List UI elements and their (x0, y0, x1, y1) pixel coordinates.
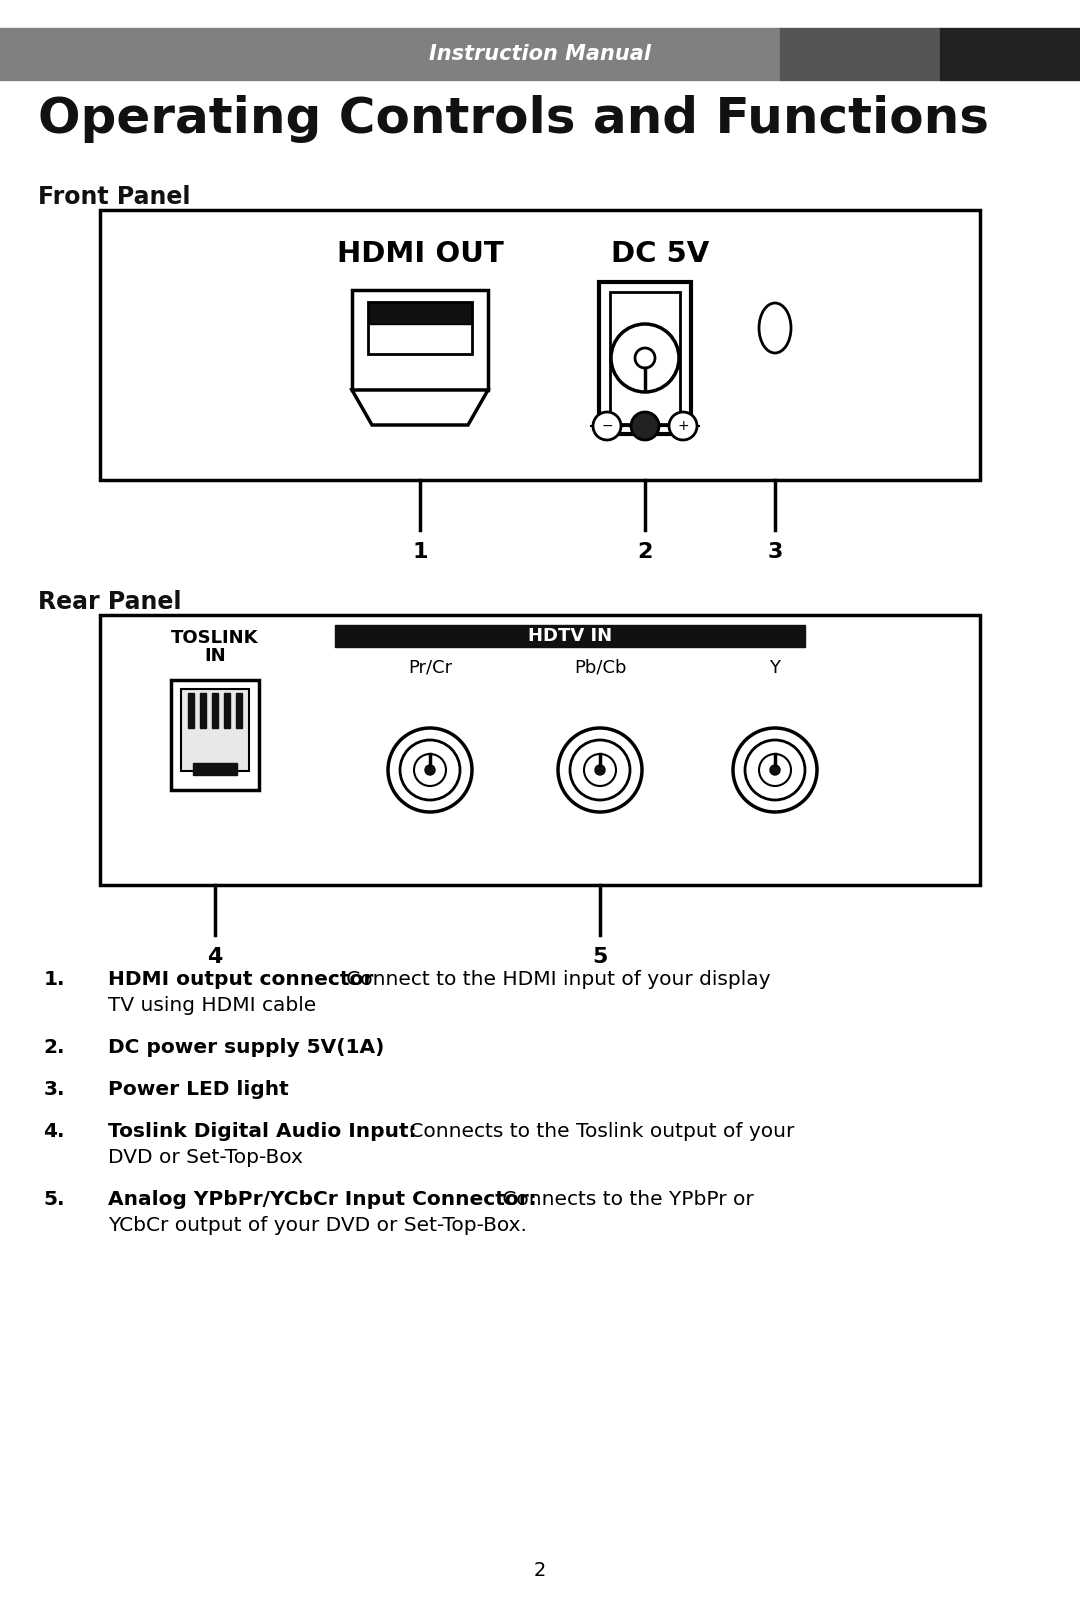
Text: Y: Y (769, 659, 781, 677)
Text: Pr/Cr: Pr/Cr (408, 659, 453, 677)
Text: DVD or Set-Top-Box: DVD or Set-Top-Box (108, 1149, 302, 1166)
Text: Rear Panel: Rear Panel (38, 590, 181, 614)
Text: TOSLINK: TOSLINK (172, 629, 259, 646)
Circle shape (593, 411, 621, 441)
Circle shape (558, 727, 642, 812)
Circle shape (388, 727, 472, 812)
Bar (0, 28, 780, 79)
Bar (212, 693, 218, 727)
Text: HDMI output connector: HDMI output connector (108, 970, 374, 988)
Text: HDTV IN: HDTV IN (528, 627, 612, 645)
Circle shape (733, 727, 816, 812)
Text: : Connect to the HDMI input of your display: : Connect to the HDMI input of your disp… (333, 970, 770, 988)
Circle shape (631, 411, 659, 441)
Text: TV using HDMI cable: TV using HDMI cable (108, 996, 316, 1016)
Text: Connects to the Toslink output of your: Connects to the Toslink output of your (403, 1123, 795, 1140)
Circle shape (400, 740, 460, 800)
Text: Power LED light: Power LED light (108, 1081, 288, 1098)
Text: 5: 5 (592, 948, 608, 967)
Circle shape (414, 753, 446, 786)
Text: Pb/Cb: Pb/Cb (573, 659, 626, 677)
Bar (599, 282, 691, 434)
Text: 2.: 2. (43, 1038, 65, 1056)
Text: Operating Controls and Functions: Operating Controls and Functions (38, 96, 989, 143)
Bar (188, 693, 194, 727)
Bar (940, 28, 1080, 79)
Bar (224, 693, 230, 727)
Text: 2: 2 (637, 543, 652, 562)
Text: 1.: 1. (43, 970, 65, 988)
Text: Analog YPbPr/YCbCr Input Connector:: Analog YPbPr/YCbCr Input Connector: (108, 1191, 537, 1209)
Bar (171, 680, 259, 791)
Circle shape (570, 740, 630, 800)
Bar (780, 28, 940, 79)
Bar (100, 616, 980, 885)
Circle shape (770, 765, 780, 774)
Text: Toslink Digital Audio Input:: Toslink Digital Audio Input: (108, 1123, 417, 1140)
Bar (237, 693, 242, 727)
Text: YCbCr output of your DVD or Set-Top-Box.: YCbCr output of your DVD or Set-Top-Box. (108, 1217, 527, 1234)
Text: HDMI OUT: HDMI OUT (337, 240, 503, 267)
Circle shape (635, 348, 654, 368)
Text: 2: 2 (534, 1562, 546, 1579)
Text: +: + (677, 420, 689, 433)
Polygon shape (352, 390, 488, 424)
Text: −: − (602, 420, 612, 433)
Text: Connects to the YPbPr or: Connects to the YPbPr or (496, 1191, 754, 1209)
Circle shape (759, 753, 791, 786)
Bar (193, 763, 237, 774)
Bar (610, 292, 680, 424)
Text: Instruction Manual: Instruction Manual (429, 44, 651, 65)
Text: DC 5V: DC 5V (611, 240, 710, 267)
Bar (368, 301, 472, 355)
Text: 4: 4 (207, 948, 222, 967)
Text: DC power supply 5V(1A): DC power supply 5V(1A) (108, 1038, 384, 1056)
Bar (352, 290, 488, 390)
Text: 3: 3 (767, 543, 783, 562)
Circle shape (426, 765, 435, 774)
Text: 1: 1 (413, 543, 428, 562)
Bar (200, 693, 206, 727)
Text: IN: IN (204, 646, 226, 664)
Text: 4.: 4. (43, 1123, 65, 1140)
Bar (181, 688, 249, 771)
Ellipse shape (759, 303, 791, 353)
Bar (335, 625, 805, 646)
Circle shape (669, 411, 697, 441)
Bar (100, 211, 980, 480)
Circle shape (611, 324, 679, 392)
Circle shape (745, 740, 805, 800)
Bar (368, 301, 472, 324)
Text: Front Panel: Front Panel (38, 185, 190, 209)
Circle shape (584, 753, 616, 786)
Text: 3.: 3. (43, 1081, 65, 1098)
Text: 5.: 5. (43, 1191, 65, 1209)
Circle shape (595, 765, 605, 774)
